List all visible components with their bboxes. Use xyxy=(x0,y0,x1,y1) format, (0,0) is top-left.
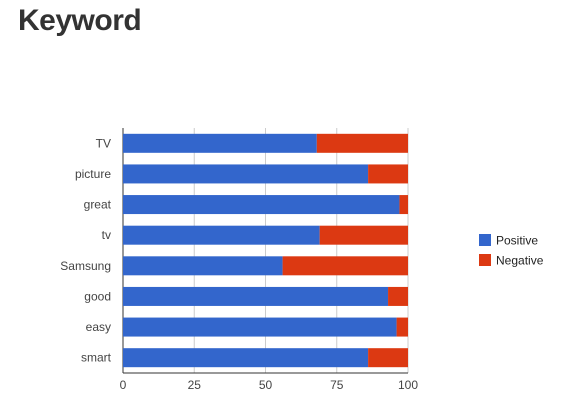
bar-negative-easy xyxy=(396,317,408,337)
category-label: easy xyxy=(86,320,111,334)
category-label: great xyxy=(84,198,112,212)
x-tick-label: 75 xyxy=(330,378,344,392)
category-label: smart xyxy=(81,351,112,365)
category-label: tv xyxy=(102,228,111,242)
bar-positive-tv xyxy=(123,133,317,153)
page-title: Keyword xyxy=(18,4,142,37)
category-label: picture xyxy=(75,167,111,181)
legend-label-negative: Negative xyxy=(496,254,544,268)
legend-swatch-negative xyxy=(479,254,491,266)
bar-positive-smart xyxy=(123,348,369,368)
bar-positive-easy xyxy=(123,317,397,337)
bar-negative-smart xyxy=(368,348,408,368)
bar-negative-picture xyxy=(368,164,408,184)
legend-label-positive: Positive xyxy=(496,234,538,248)
bar-positive-picture xyxy=(123,164,369,184)
bar-positive-good xyxy=(123,286,389,306)
x-tick-label: 0 xyxy=(120,378,127,392)
bar-negative-good xyxy=(388,286,408,306)
x-tick-label: 100 xyxy=(398,378,418,392)
bar-positive-great xyxy=(123,195,400,215)
x-tick-label: 50 xyxy=(259,378,273,392)
x-tick-label: 25 xyxy=(188,378,202,392)
bar-positive-tv xyxy=(123,225,320,245)
bar-positive-samsung xyxy=(123,256,283,276)
category-label: Samsung xyxy=(60,259,111,273)
category-label: good xyxy=(84,289,111,303)
bar-negative-tv xyxy=(319,225,408,245)
bar-negative-samsung xyxy=(282,256,408,276)
category-label: TV xyxy=(96,136,111,150)
bar-negative-tv xyxy=(316,133,408,153)
bar-negative-great xyxy=(399,195,408,215)
legend-swatch-positive xyxy=(479,234,491,246)
